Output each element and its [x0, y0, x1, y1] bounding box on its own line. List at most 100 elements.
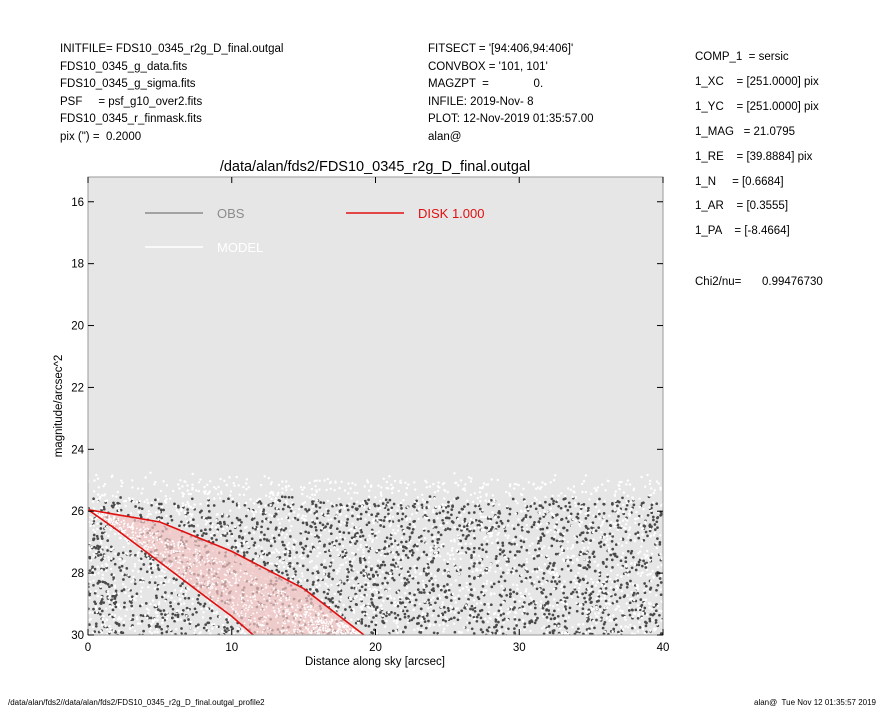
model-point — [528, 551, 531, 555]
model-point — [244, 501, 248, 505]
model-point — [390, 483, 393, 486]
model-point — [375, 531, 378, 535]
model-point — [555, 521, 559, 524]
model-point — [178, 598, 182, 601]
obs-point — [102, 568, 106, 571]
obs-point — [536, 616, 539, 620]
model-point — [526, 624, 529, 627]
model-point — [285, 533, 288, 536]
model-point — [189, 506, 193, 509]
model-point — [368, 503, 371, 506]
model-point — [184, 593, 187, 596]
model-point — [649, 629, 652, 632]
obs-point — [545, 526, 549, 530]
obs-point — [649, 586, 653, 590]
obs-point — [500, 625, 504, 629]
model-point — [485, 580, 489, 583]
model-point — [115, 495, 118, 498]
model-point — [561, 632, 564, 635]
model-point — [660, 574, 663, 577]
obs-point — [430, 641, 433, 644]
header-mid-line: alan@ — [428, 131, 462, 143]
model-point — [467, 588, 470, 592]
model-point — [441, 603, 444, 606]
obs-point — [503, 617, 507, 621]
model-point — [437, 548, 441, 551]
model-point — [315, 585, 319, 589]
obs-point — [364, 510, 368, 514]
model-point — [112, 639, 114, 641]
model-point — [184, 525, 188, 528]
model-point — [383, 554, 386, 558]
obs-point — [529, 515, 532, 519]
obs-point — [100, 600, 103, 603]
obs-point — [400, 540, 403, 544]
model-point — [390, 487, 393, 491]
model-point — [449, 610, 452, 613]
obs-point — [327, 636, 330, 639]
model-point — [335, 608, 338, 611]
obs-point — [157, 641, 160, 644]
model-point — [315, 564, 318, 568]
model-point — [228, 630, 231, 634]
obs-point — [370, 631, 373, 634]
model-point — [628, 526, 632, 529]
model-point — [318, 584, 321, 587]
obs-point — [144, 552, 147, 556]
obs-point — [614, 543, 618, 546]
model-point — [513, 616, 516, 619]
model-point — [336, 548, 339, 551]
obs-point — [301, 551, 305, 555]
model-point — [621, 519, 625, 522]
model-point — [310, 487, 314, 491]
obs-point — [263, 562, 267, 565]
obs-point — [390, 569, 394, 572]
obs-point — [111, 557, 115, 561]
model-point — [412, 608, 415, 612]
model-point — [641, 571, 644, 574]
obs-point — [172, 637, 175, 640]
model-point — [400, 536, 404, 540]
model-point — [584, 490, 587, 494]
model-point — [130, 555, 133, 558]
obs-point — [253, 639, 256, 642]
model-point — [563, 632, 566, 635]
model-point — [152, 567, 155, 570]
obs-point — [654, 609, 658, 613]
model-point — [629, 501, 633, 504]
obs-point — [212, 637, 215, 640]
obs-point — [447, 516, 451, 520]
obs-point — [489, 517, 493, 521]
model-point — [446, 521, 449, 524]
model-point — [100, 564, 104, 567]
model-point — [647, 557, 650, 560]
model-point — [581, 490, 584, 494]
obs-point — [330, 524, 333, 527]
model-point — [452, 563, 456, 566]
model-point — [356, 621, 360, 625]
obs-point — [387, 512, 390, 516]
model-point — [364, 576, 368, 579]
model-point — [543, 482, 546, 486]
model-point — [620, 566, 623, 569]
obs-point — [345, 504, 349, 508]
obs-point — [504, 635, 507, 638]
model-point — [424, 511, 427, 514]
model-point — [122, 620, 126, 624]
obs-point — [88, 593, 91, 597]
model-point — [116, 490, 119, 494]
obs-point — [322, 637, 325, 640]
model-point — [88, 520, 91, 524]
obs-point — [547, 565, 551, 568]
obs-point — [499, 548, 502, 552]
model-point — [396, 509, 399, 512]
obs-point — [156, 587, 159, 591]
model-point — [341, 563, 345, 566]
model-point — [633, 563, 637, 566]
obs-point — [391, 576, 394, 580]
obs-point — [481, 548, 485, 552]
model-point — [97, 572, 100, 575]
model-point — [380, 639, 382, 641]
model-point — [561, 589, 564, 592]
obs-point — [542, 534, 546, 537]
